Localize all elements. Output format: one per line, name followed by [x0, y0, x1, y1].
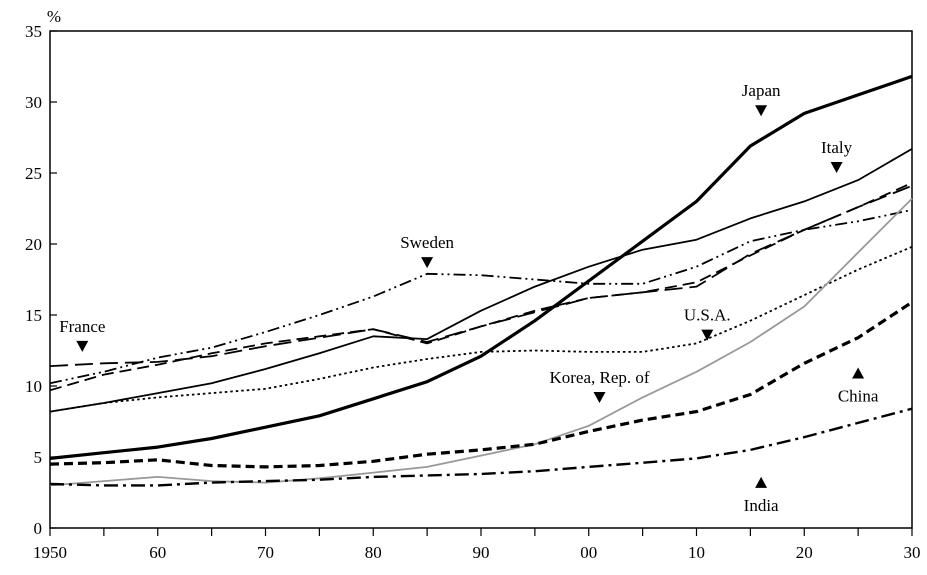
annotation-label-china: China	[838, 387, 879, 406]
y-tick-label: 0	[34, 519, 43, 538]
annotation-label-france: France	[59, 317, 105, 336]
annotation-label-italy: Italy	[821, 138, 853, 157]
y-axis-unit-label: %	[47, 7, 61, 26]
annotation-label-japan: Japan	[742, 81, 781, 100]
annotation-label-india: India	[744, 496, 779, 515]
y-tick-label: 10	[25, 377, 42, 396]
annotation-arrow-japan	[755, 105, 768, 117]
series-line-korea-rep-of	[49, 197, 913, 487]
x-tick-label: 1950	[33, 543, 67, 562]
annotation-arrow-france	[76, 340, 89, 352]
annotation-layer: Japan Italy Sweden France U.S.A. Korea, Rep. …	[59, 81, 879, 515]
y-tick-label: 15	[25, 306, 42, 325]
series-line-china	[49, 300, 913, 469]
x-tick-label: 30	[904, 543, 921, 562]
y-tick-label: 5	[34, 448, 43, 467]
y-tick-label: 25	[25, 164, 42, 183]
annotation-arrow-china	[852, 367, 865, 379]
annotation-arrow-u-s-a	[701, 329, 714, 341]
x-tick-label: 70	[257, 543, 274, 562]
y-tick-label: 30	[25, 93, 42, 112]
y-tick-label: 20	[25, 235, 42, 254]
plot-area-frame	[49, 30, 913, 529]
annotation-arrow-india	[755, 476, 768, 488]
series-line-france	[49, 184, 913, 367]
series-line-india	[49, 407, 913, 487]
annotation-label-u-s-a: U.S.A.	[684, 306, 731, 325]
x-tick-label: 20	[796, 543, 813, 562]
annotation-label-korea-rep-of: Korea, Rep. of	[549, 368, 649, 387]
annotation-label-sweden: Sweden	[400, 233, 454, 252]
x-tick-label: 60	[149, 543, 166, 562]
y-tick-label: 35	[25, 22, 42, 41]
series-layer	[49, 74, 913, 487]
series-line-u-s-a	[49, 245, 913, 413]
x-tick-label: 80	[365, 543, 382, 562]
y-axis: 0 5 10 15 20 25 30 35	[25, 22, 57, 538]
annotation-arrow-sweden	[421, 257, 434, 269]
annotation-arrow-italy	[830, 162, 843, 173]
x-tick-label: 90	[473, 543, 490, 562]
series-line-italy	[49, 148, 913, 413]
x-axis: 1950 60 70 80 90 00 10 20 30	[33, 528, 921, 562]
x-tick-label: 10	[688, 543, 705, 562]
annotation-arrow-korea-rep-of	[593, 392, 606, 403]
series-line-japan	[49, 74, 913, 460]
x-tick-label: 00	[580, 543, 597, 562]
series-line-sweden	[49, 209, 913, 385]
